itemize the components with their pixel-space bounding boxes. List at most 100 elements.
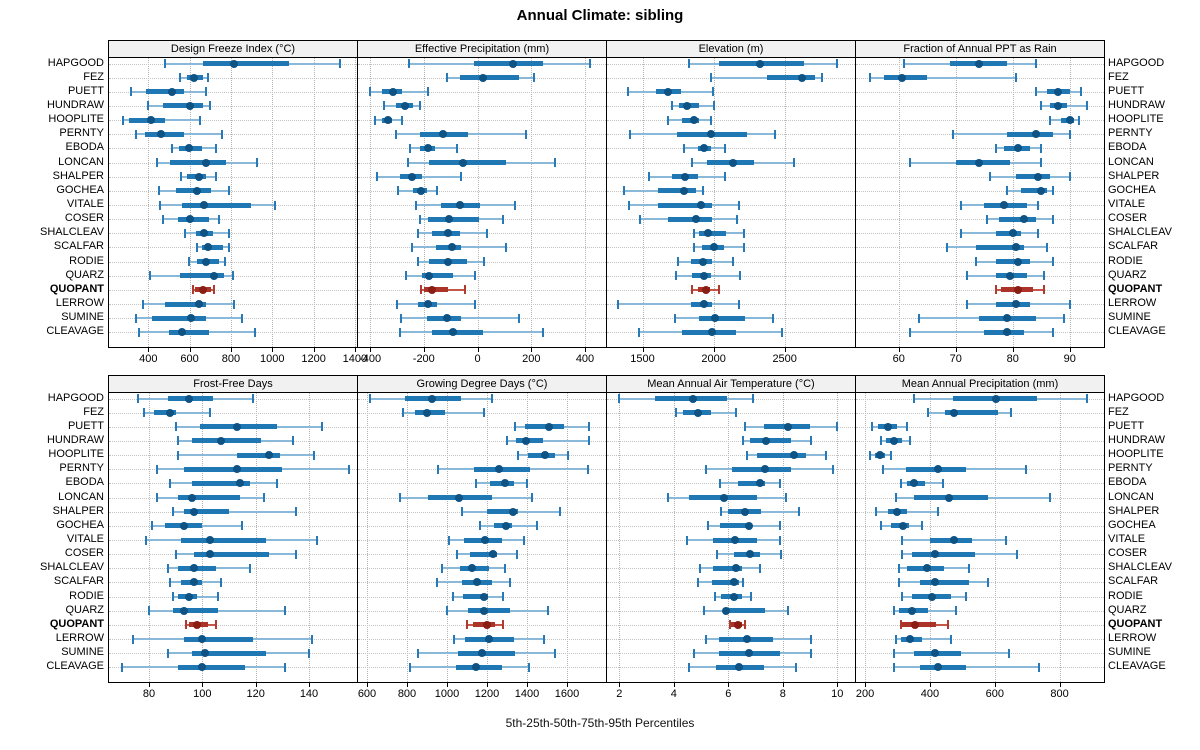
median-dot xyxy=(950,536,959,544)
axis-tick-label: 1400 xyxy=(342,353,368,365)
iqr-box xyxy=(756,452,806,458)
whisker-cap-p5 xyxy=(901,549,904,559)
panel-fraction-of-annual-ppt-as-rain: Fraction of Annual PPT as Rain xyxy=(855,40,1105,348)
whisker-cap-p95 xyxy=(217,214,220,224)
whisker-cap-p95 xyxy=(523,535,525,545)
whisker-cap-p95 xyxy=(832,464,835,474)
row-gridline xyxy=(358,176,606,178)
median-dot xyxy=(699,300,708,309)
iqr-box xyxy=(194,551,269,557)
iqr-box xyxy=(429,160,506,166)
whisker-cap-p5 xyxy=(174,422,177,432)
site-label-right: HOOPLITE xyxy=(1108,113,1164,126)
whisker-cap-p5 xyxy=(129,87,132,97)
whisker-cap-p5 xyxy=(121,662,124,672)
site-label-right: CLEAVAGE xyxy=(1108,325,1166,338)
whisker-cap-p95 xyxy=(532,73,535,83)
whisker-cap-p5 xyxy=(909,327,912,337)
whisker-cap-p95 xyxy=(262,493,265,503)
median-dot xyxy=(472,578,481,587)
whisker-cap-p5 xyxy=(899,478,902,488)
whisker-cap-p5 xyxy=(719,478,722,488)
median-dot xyxy=(992,394,1001,403)
row-gridline xyxy=(607,91,855,93)
site-label-right: QUOPANT xyxy=(1108,282,1163,295)
axis-tick xyxy=(728,683,730,687)
site-label-left: HAPGOOD xyxy=(47,56,104,69)
median-dot xyxy=(468,564,476,573)
whisker-cap-p5 xyxy=(148,606,150,616)
iqr-box xyxy=(173,608,219,614)
whisker-cap-p5 xyxy=(692,242,695,252)
site-label-right: SUMINE xyxy=(1108,311,1151,324)
whisker-cap-p5 xyxy=(172,507,174,517)
whisker-cap-p95 xyxy=(1063,313,1066,323)
median-dot xyxy=(484,635,493,644)
whisker-cap-p5 xyxy=(917,313,920,323)
row-gridline xyxy=(856,610,1104,612)
median-dot xyxy=(922,564,931,573)
whisker-cap-p95 xyxy=(542,327,545,337)
axis-tick xyxy=(149,683,150,687)
median-dot xyxy=(235,479,244,488)
iqr-box xyxy=(902,622,937,628)
axis-tick xyxy=(527,683,528,687)
iqr-box xyxy=(178,495,240,501)
median-dot xyxy=(449,328,458,337)
axis-tick xyxy=(202,683,204,687)
axis-tick-label: 80 xyxy=(1006,353,1019,365)
whisker-cap-p95 xyxy=(508,577,511,587)
median-dot xyxy=(699,144,708,153)
row-gridline xyxy=(607,455,855,457)
median-dot xyxy=(945,493,954,502)
whisker-cap-p5 xyxy=(137,327,140,337)
whisker-cap-p5 xyxy=(465,620,468,630)
whisker-cap-p5 xyxy=(375,172,378,182)
median-dot xyxy=(206,536,215,544)
row-gridline xyxy=(358,105,606,107)
whisker-cap-p95 xyxy=(567,450,569,460)
whisker-cap-p95 xyxy=(1043,271,1046,281)
axis-tick xyxy=(865,683,867,687)
median-dot xyxy=(483,620,491,629)
whisker-cap-p95 xyxy=(779,521,782,531)
iqr-box xyxy=(182,202,251,208)
median-dot xyxy=(798,73,807,82)
site-label-left: CLEAVAGE xyxy=(46,325,104,338)
median-dot xyxy=(230,59,239,68)
median-dot xyxy=(199,285,208,294)
whisker-cap-p5 xyxy=(461,507,463,517)
whisker-cap-p95 xyxy=(241,521,244,531)
median-dot xyxy=(185,101,194,110)
whisker-cap-p95 xyxy=(251,394,254,403)
median-dot xyxy=(478,73,487,82)
axis-caption: 5th-25th-50th-75th-95th Percentiles xyxy=(505,716,695,730)
site-label-right: RODIE xyxy=(1108,254,1143,267)
row-gridline xyxy=(607,440,855,442)
site-label-left: QUARZ xyxy=(65,268,105,281)
whisker-cap-p95 xyxy=(284,662,286,672)
whisker-cap-p95 xyxy=(227,228,230,238)
median-dot xyxy=(192,186,201,195)
panel-title: Frost-Free Days xyxy=(109,376,357,393)
whisker-cap-p95 xyxy=(738,200,741,210)
whisker-cap-p5 xyxy=(880,521,883,531)
row-gridline xyxy=(358,455,606,457)
iqr-box xyxy=(920,579,969,585)
whisker-cap-p95 xyxy=(209,101,212,111)
iqr-box xyxy=(178,216,210,222)
whisker-cap-p5 xyxy=(912,394,915,403)
panel-title: Mean Annual Air Temperature (°C) xyxy=(607,376,855,393)
median-dot xyxy=(1065,116,1074,125)
whisker-cap-p95 xyxy=(209,408,212,418)
median-dot xyxy=(178,328,187,337)
whisker-cap-p95 xyxy=(743,620,746,630)
site-label-right: QUARZ xyxy=(1108,603,1147,616)
median-dot xyxy=(1020,215,1029,224)
whisker-cap-p5 xyxy=(446,606,448,616)
axis-tick xyxy=(423,348,425,352)
median-dot xyxy=(194,300,203,309)
median-dot xyxy=(185,394,193,403)
row-gridline xyxy=(358,275,606,277)
whisker-cap-p5 xyxy=(142,408,145,418)
